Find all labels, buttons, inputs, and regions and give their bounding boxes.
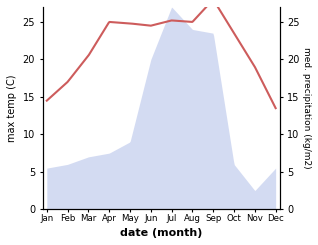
- Y-axis label: med. precipitation (kg/m2): med. precipitation (kg/m2): [302, 47, 311, 169]
- Y-axis label: max temp (C): max temp (C): [7, 74, 17, 142]
- X-axis label: date (month): date (month): [120, 228, 203, 238]
